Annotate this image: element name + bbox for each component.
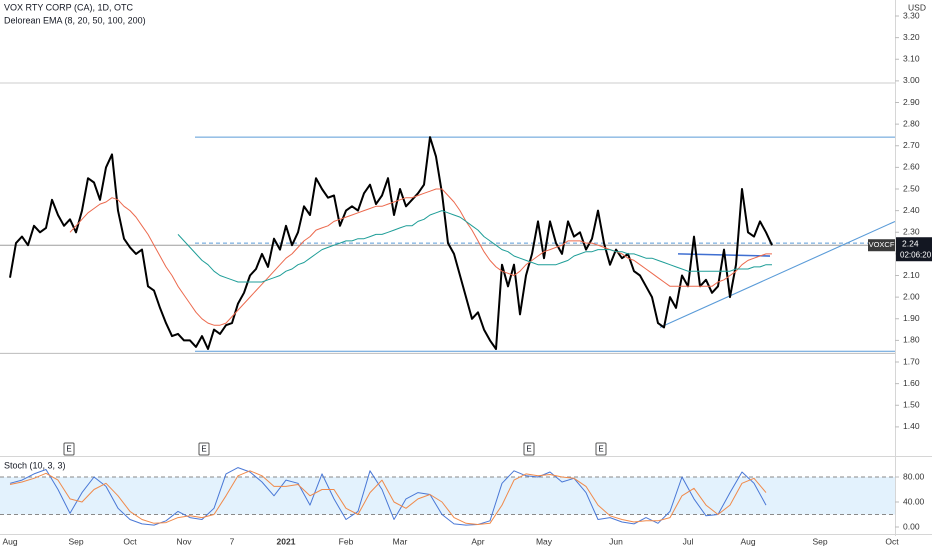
x-tick-label: Oct: [123, 536, 137, 546]
y-tick-label: 1.80: [903, 335, 920, 345]
y-tick-label: 3.10: [903, 54, 920, 64]
earnings-marker: [198, 442, 210, 456]
price-line: [9, 136, 773, 350]
x-tick-label: Sep: [68, 536, 83, 546]
y-tick-label: 2.40: [903, 205, 920, 215]
marks: 3.30 3.20 3.10 3.00 2.90 2.80 2.70 2.60 2.50 2.40…: [0, 10, 932, 546]
indicator-line: [9, 470, 767, 525]
y-tick-label: 1.90: [903, 313, 920, 323]
x-tick-label: May: [536, 536, 553, 546]
x-tick-label: Jun: [609, 536, 623, 546]
y-tick-label: 2.80: [903, 118, 920, 128]
price-box: [896, 237, 932, 262]
earnings-marker: [63, 442, 75, 456]
x-tick-label: 2021: [277, 536, 296, 546]
y-tick-label: 2.60: [903, 162, 920, 172]
y-tick-label: 3.30: [903, 10, 920, 20]
x-tick-label: Oct: [885, 536, 899, 546]
x-tick-label: 7: [230, 536, 235, 546]
indicator-line: [177, 210, 772, 283]
y-unit: USD: [908, 2, 926, 12]
earnings-marker: [595, 442, 607, 456]
chart-title: VOX RTY CORP (CA), 1D, OTC: [4, 2, 134, 12]
stoch-band: [0, 477, 895, 515]
y-tick-label: 2.70: [903, 140, 920, 150]
countdown-label: 02:06:20: [900, 250, 932, 259]
symbol-label: VOXCF: [869, 240, 895, 249]
y-tick-label: 3.00: [903, 75, 920, 85]
x-tick-label: Nov: [176, 536, 192, 546]
indicator-line: [69, 188, 772, 326]
x-tick-label: Aug: [2, 536, 17, 546]
y-tick-label: 2.00: [903, 291, 920, 301]
y-tick-label: 1.60: [903, 378, 920, 388]
y-tick-label: 2.90: [903, 97, 920, 107]
y-tick-label: 1.40: [903, 421, 920, 431]
x-tick-label: Jul: [683, 536, 694, 546]
y-tick-label: 1.50: [903, 400, 920, 410]
earnings-label: E: [66, 445, 71, 454]
earnings-label: E: [201, 445, 206, 454]
y-tick-label: 40.00: [903, 496, 925, 506]
y-tick-label: 2.30: [903, 227, 920, 237]
x-tick-label: Feb: [339, 536, 354, 546]
indicator-label: Delorean EMA (8, 20, 50, 100, 200): [4, 15, 146, 25]
x-tick-label: Apr: [471, 536, 484, 546]
y-tick-label: 3.20: [903, 32, 920, 42]
x-tick-label: Sep: [812, 536, 827, 546]
earnings-label: E: [598, 445, 603, 454]
y-tick-label: 2.10: [903, 270, 920, 280]
y-tick-label: 80.00: [903, 471, 925, 481]
symbol-box: [868, 239, 895, 252]
earnings-marker: [523, 442, 535, 456]
y-tick-label: 2.50: [903, 183, 920, 193]
indicator-line: [9, 467, 767, 526]
last-price-label: 2.24: [902, 238, 919, 248]
earnings-label: E: [526, 445, 531, 454]
trend-line: [659, 220, 896, 328]
y-tick-label: 1.70: [903, 356, 920, 366]
y-tick-label: 0.00: [903, 521, 920, 531]
x-tick-label: Mar: [393, 536, 408, 546]
x-tick-label: Aug: [740, 536, 755, 546]
stoch-title: Stoch (10, 3, 3): [4, 460, 66, 470]
